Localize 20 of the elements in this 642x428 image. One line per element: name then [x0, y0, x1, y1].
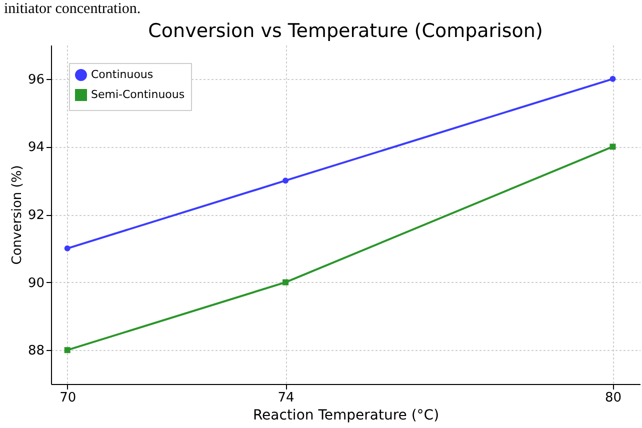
text: initiator concentration.	[3, 0, 142, 18]
point	[282, 178, 289, 184]
x-tick-label: 74	[278, 390, 294, 406]
point	[282, 279, 289, 286]
y-tick-label: 96	[28, 72, 44, 88]
x-axis-title: Reaction Temperature (°C)	[252, 408, 440, 424]
y-tick-label: 94	[28, 140, 44, 156]
legend-label: Semi-Continuous	[91, 88, 185, 101]
y-tick-label: 90	[28, 276, 44, 291]
point	[610, 144, 616, 150]
point	[64, 347, 70, 354]
y-tick-label: 88	[28, 344, 44, 359]
x-tick-label: 80	[604, 390, 622, 406]
point	[64, 245, 70, 252]
y-axis-title: Conversion (%)	[10, 165, 25, 265]
point	[610, 76, 616, 82]
x-tick-label: 70	[60, 390, 76, 406]
chart-title: Conversion vs Temperature (Comparison)	[148, 20, 543, 42]
legend-label: Continuous	[91, 68, 154, 81]
y-tick-label: 92	[28, 208, 44, 223]
